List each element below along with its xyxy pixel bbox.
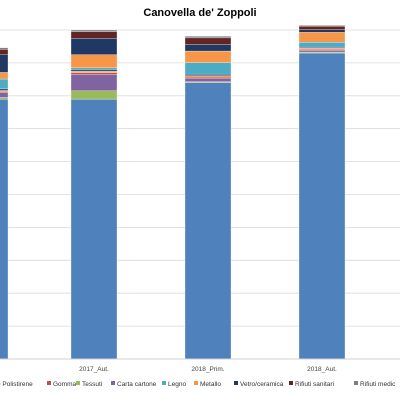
bar-segment: [298, 42, 346, 48]
legend-swatch: [234, 381, 238, 385]
legend-swatch: [47, 381, 51, 385]
bar-segment: [298, 29, 346, 33]
bar-segment: [70, 54, 118, 68]
bar-segment: [184, 50, 232, 63]
chart-title: Canovella de' Zoppoli: [143, 7, 256, 19]
legend-label: Carta cartone: [117, 381, 157, 388]
bar-segment: [184, 78, 232, 82]
bar-segment: [184, 37, 232, 45]
bar-segment: [70, 67, 118, 70]
bar-segment: [0, 49, 9, 55]
bar-segment: [0, 97, 9, 100]
legend: e Polistirene Gomma Tessuti Carta cartone Le…: [0, 381, 396, 388]
bar-segment: [70, 90, 118, 100]
legend-swatch: [76, 381, 80, 385]
bar-segment: [70, 72, 118, 75]
bar-segment: [0, 90, 9, 92]
bar-segment: [0, 78, 9, 90]
bar-segment: [0, 47, 9, 50]
bar-segment: [70, 98, 118, 360]
bar-segment: [0, 92, 9, 98]
bar-stack: [0, 47, 9, 360]
legend-label: Vetro/ceramica: [240, 381, 284, 388]
bar-segment: [70, 38, 118, 55]
x-tick-labels: 2017_Aut. 2018_Prim. 2018_Aut.: [79, 366, 337, 373]
bar-segment: [70, 29, 118, 32]
bar-segment: [298, 26, 346, 30]
bar-segment: [0, 91, 9, 93]
legend-label: Legno: [168, 381, 186, 388]
bar-segment: [298, 32, 346, 43]
bar-stack: [70, 29, 118, 360]
legend-swatch: [354, 381, 358, 385]
bar-segment: [298, 25, 346, 27]
legend-label: Tessuti: [82, 381, 102, 388]
bar-stacks: [0, 25, 346, 360]
legend-label: Rifiuti sanitari: [295, 381, 334, 388]
legend-swatch: [194, 381, 198, 385]
bar-segment: [0, 98, 9, 360]
bar-segment: [298, 47, 346, 50]
legend-label: Gomma: [53, 381, 77, 388]
bar-segment: [184, 75, 232, 78]
bar-segment: [184, 76, 232, 79]
bar-segment: [70, 69, 118, 72]
bar-segment: [184, 62, 232, 75]
bar-segment: [0, 88, 9, 91]
bar-segment: [70, 70, 118, 73]
bar-segment: [0, 72, 9, 80]
bar-segment: [70, 31, 118, 39]
legend-label: Metallo: [200, 381, 221, 388]
bar-segment: [184, 73, 232, 76]
legend-label: Rifiuti medic: [360, 381, 396, 388]
bar-segment: [184, 82, 232, 360]
legend-swatch: [111, 381, 115, 385]
bar-stack: [298, 25, 346, 360]
x-tick-label: 2018_Aut.: [307, 366, 337, 373]
bar-segment: [298, 50, 346, 53]
bar-segment: [298, 52, 346, 360]
bar-segment: [0, 54, 9, 73]
legend-swatch: [289, 381, 293, 385]
x-tick-label: 2017_Aut.: [79, 366, 109, 373]
bar-stack: [184, 36, 232, 360]
x-tick-label: 2018_Prim.: [191, 366, 224, 373]
bar-segment: [184, 36, 232, 39]
legend-swatch: [162, 381, 166, 385]
legend-label: e Polistirene: [0, 381, 33, 388]
bar-segment: [184, 44, 232, 52]
bar-segment: [70, 74, 118, 92]
